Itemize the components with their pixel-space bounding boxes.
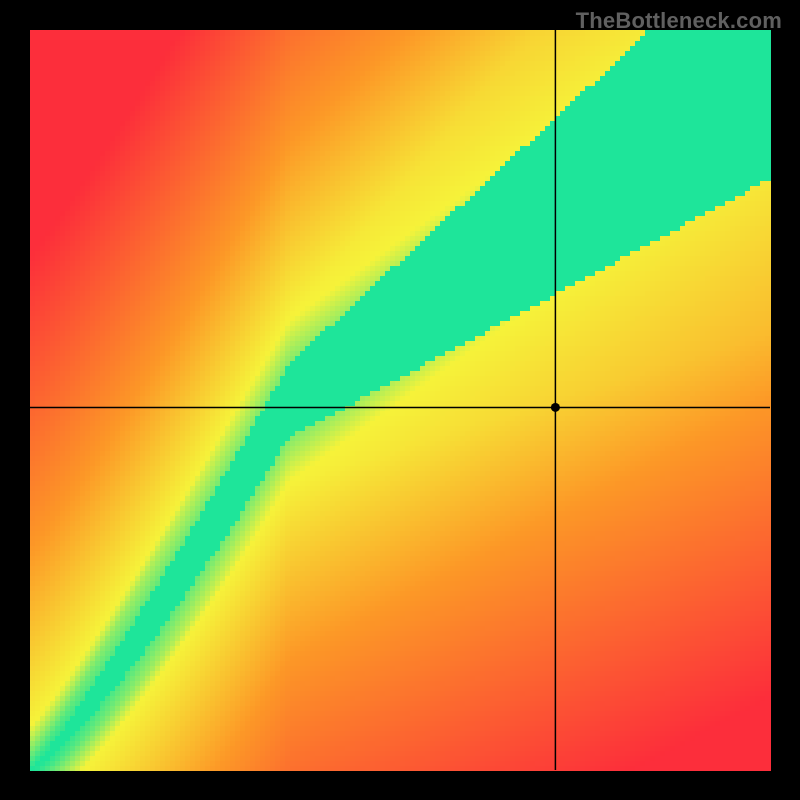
chart-container: TheBottleneck.com: [0, 0, 800, 800]
bottleneck-heatmap: [0, 0, 800, 800]
watermark-text: TheBottleneck.com: [576, 8, 782, 34]
